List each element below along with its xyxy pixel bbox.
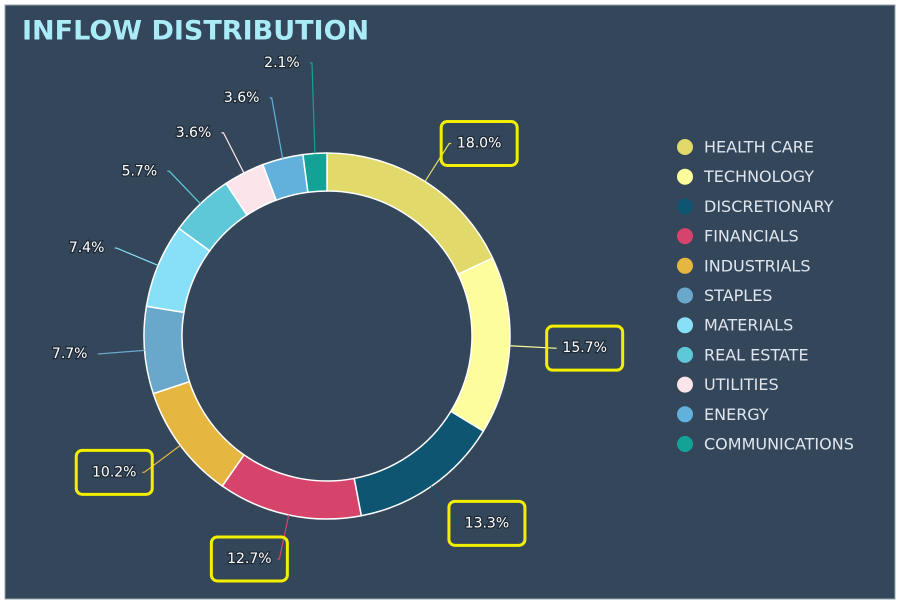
legend-marker — [677, 376, 693, 393]
legend-label: FINANCIALS — [704, 227, 799, 246]
highlight-box — [545, 324, 625, 372]
leader-line — [167, 170, 201, 205]
leader-line — [277, 514, 290, 560]
legend-marker — [677, 346, 693, 363]
highlight-box — [74, 448, 154, 496]
legend-marker — [677, 287, 693, 304]
legend-marker — [677, 198, 693, 215]
legend-label: TECHNOLOGY — [703, 167, 814, 186]
legend-marker — [677, 139, 693, 155]
chart-title: INFLOW DISTRIBUTION — [22, 16, 369, 47]
leader-line — [114, 247, 159, 266]
legend-label: ENERGY — [704, 405, 769, 424]
leader-line — [424, 142, 452, 182]
data-label: 7.4% — [69, 240, 105, 256]
data-label: 13.3% — [465, 515, 509, 531]
leader-line — [97, 349, 145, 355]
legend-marker — [677, 257, 693, 274]
legend-label: INDUSTRIALS — [704, 256, 811, 275]
highlight-box — [439, 119, 519, 167]
leader-line — [509, 345, 557, 349]
legend-marker — [677, 228, 693, 245]
donut-segment — [143, 305, 191, 395]
legend-label: COMMUNICATIONS — [704, 435, 854, 454]
legend-label: REAL ESTATE — [704, 345, 809, 364]
leader-line — [309, 62, 316, 154]
highlight-box — [209, 535, 289, 583]
legend-label: HEALTH CARE — [704, 138, 814, 157]
data-label: 3.6% — [176, 125, 212, 141]
leader-line — [269, 97, 284, 159]
data-label: 10.2% — [92, 464, 136, 480]
data-label: 3.6% — [224, 90, 260, 106]
data-label: 18.0% — [457, 135, 501, 151]
data-label: 7.7% — [52, 346, 88, 362]
data-label: 5.7% — [122, 163, 158, 179]
leader-line — [221, 132, 245, 174]
data-label: 12.7% — [227, 551, 271, 567]
leader-line — [142, 444, 181, 473]
legend-marker — [677, 406, 693, 423]
leader-line — [430, 486, 459, 524]
legend-label: UTILITIES — [704, 375, 779, 394]
legend-label: DISCRETIONARY — [704, 197, 834, 216]
data-label: 15.7% — [562, 340, 606, 356]
legend-marker — [677, 436, 693, 452]
legend-label: STAPLES — [704, 286, 772, 305]
legend-marker — [677, 168, 693, 185]
highlight-box — [447, 499, 527, 547]
data-label: 2.1% — [264, 55, 300, 71]
donut-segment — [302, 152, 328, 194]
legend-marker — [677, 317, 693, 334]
legend-label: MATERIALS — [704, 316, 793, 335]
